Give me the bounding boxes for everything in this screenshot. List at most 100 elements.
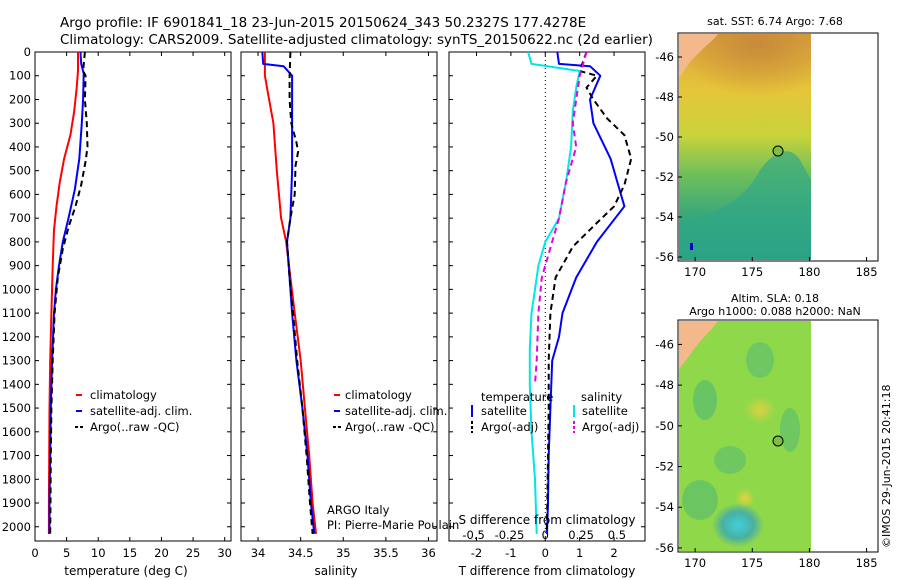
sst-cold-tongue	[679, 151, 811, 260]
salinity-legend: climatology satellite-adj. clim. Argo(..…	[333, 388, 447, 434]
x-tick-label: 36	[421, 546, 436, 560]
depth-tick-label: 800	[9, 235, 31, 249]
depth-tick-label: 700	[9, 211, 31, 225]
sla-map-title-line1: Altim. SLA: 0.18	[731, 292, 819, 305]
x-tick-label: 35	[336, 546, 351, 560]
x-tick-label: 25	[186, 546, 201, 560]
figure-title-line2: Climatology: CARS2009. Satellite-adjuste…	[60, 32, 653, 48]
map-lon-label: 180	[798, 265, 820, 279]
depth-tick-label: 1900	[2, 496, 31, 510]
map-lon-label: 170	[684, 556, 706, 570]
series-line-temperature-satellite	[546, 52, 626, 534]
legend-label: climatology	[345, 388, 412, 402]
legend-label: satellite	[481, 404, 527, 418]
s-diff-tick-label: -0.25	[495, 528, 525, 542]
legend-title: temperature	[481, 390, 553, 404]
temperature-legend: climatology satellite-adj. clim. Argo(..…	[75, 388, 192, 434]
legend-label: Argo(..raw -QC)	[345, 420, 435, 434]
sla-eddy	[682, 480, 718, 520]
map-lon-label: 185	[856, 265, 878, 279]
map-lat-label: -56	[655, 541, 674, 555]
map-lat-label: -50	[655, 130, 674, 144]
map-lat-label: -50	[655, 419, 674, 433]
x-tick-label: 5	[63, 546, 70, 560]
depth-tick-label: 1300	[2, 354, 31, 368]
sla-eddy	[714, 446, 746, 474]
depth-tick-label: 1100	[2, 306, 31, 320]
sst-map-title: sat. SST: 6.74 Argo: 7.68	[707, 15, 843, 28]
depth-axis: 0 100 200 300 400 500 600 700 800 900 1000 1100 1200…	[2, 45, 31, 534]
sla-map-title-line2: Argo h1000: 0.088 h2000: NaN	[689, 305, 861, 318]
x-tick-label: 34.5	[288, 546, 314, 560]
depth-tick-label: 1500	[2, 401, 31, 415]
map-lat-label: -56	[655, 250, 674, 264]
t-difference-axis-label: T difference from climatology	[458, 564, 636, 578]
x-tick-label: 30	[217, 546, 232, 560]
legend-label: climatology	[90, 388, 157, 402]
map-lat-label: -48	[655, 378, 674, 392]
legend-label: satellite-adj. clim.	[345, 404, 447, 418]
depth-tick-label: 0	[24, 45, 31, 59]
x-tick-label: 15	[123, 546, 138, 560]
difference-legend-temperature: temperature satellite Argo(-adj)	[471, 390, 553, 434]
map-lat-label: -54	[655, 500, 674, 514]
s-diff-tick-label: 0	[542, 528, 549, 542]
map-lat-label: -48	[655, 90, 674, 104]
depth-tick-label: 200	[9, 92, 31, 106]
land-polygon	[679, 34, 718, 78]
argo-float-marker	[772, 435, 784, 447]
sla-low-anomaly	[712, 503, 764, 547]
sst-map	[677, 32, 879, 262]
map-lon-label: 170	[684, 265, 706, 279]
s-difference-axis-label: S difference from climatology	[459, 513, 636, 527]
argo-marker-square	[690, 243, 693, 250]
s-diff-tick-label: -0.5	[462, 528, 484, 542]
depth-tick-label: 1600	[2, 425, 31, 439]
map-lat-label: -52	[655, 460, 674, 474]
map-lon-label: 185	[856, 556, 878, 570]
x-tick-label: 2	[610, 546, 617, 560]
depth-tick-label: 2000	[2, 520, 31, 534]
x-tick-label: 0	[31, 546, 38, 560]
series-line-salinity-satellite	[527, 52, 581, 534]
legend-label: satellite	[582, 404, 628, 418]
series-line-temperature-argo-adj	[545, 52, 633, 534]
depth-tick-label: 1400	[2, 377, 31, 391]
x-tick-label: 20	[154, 546, 169, 560]
legend-label: Argo(-adj)	[481, 420, 538, 434]
sla-eddy	[693, 380, 717, 420]
depth-tick-label: 900	[9, 259, 31, 273]
depth-tick-label: 600	[9, 187, 31, 201]
x-tick-label: 10	[91, 546, 106, 560]
depth-tick-label: 300	[9, 116, 31, 130]
sla-eddy	[746, 342, 774, 378]
map-lat-label: -46	[655, 50, 674, 64]
temperature-panel	[34, 51, 232, 542]
x-tick-label: -1	[505, 546, 516, 560]
s-diff-tick-label: 0.5	[608, 528, 626, 542]
land-polygon	[679, 321, 718, 370]
x-tick-label: 34	[251, 546, 266, 560]
map-lon-label: 180	[798, 556, 820, 570]
salinity-panel	[240, 51, 438, 542]
x-tick-label: 1	[576, 546, 583, 560]
depth-tick-label: 500	[9, 164, 31, 178]
imos-watermark: ©IMOS 29-Jun-2015 20:41:18	[880, 384, 893, 548]
x-tick-label: 0	[542, 546, 549, 560]
figure-title-line1: Argo profile: IF 6901841_18 23-Jun-2015 …	[60, 15, 586, 31]
depth-tick-label: 100	[9, 69, 31, 83]
map-lat-label: -46	[655, 337, 674, 351]
sla-map	[677, 319, 879, 553]
x-tick-label: 35.5	[373, 546, 399, 560]
map-lon-label: 175	[741, 556, 763, 570]
depth-tick-label: 1200	[2, 330, 31, 344]
temperature-profile-plot: 0 5 10 15 20 25 30	[31, 51, 232, 560]
map-lat-label: -54	[655, 210, 674, 224]
map-lat-label: -52	[655, 170, 674, 184]
depth-tick-label: 1000	[2, 282, 31, 296]
difference-profile-plot: -2 -1 0 1 2 -0.5 -0.25 0 0.25 0.5	[449, 51, 645, 560]
s-diff-tick-label: 0.25	[568, 528, 594, 542]
sla-warm-eddy	[744, 396, 776, 424]
sla-eddy	[780, 408, 800, 452]
argo-italy-annotation: ARGO Italy	[327, 503, 390, 517]
